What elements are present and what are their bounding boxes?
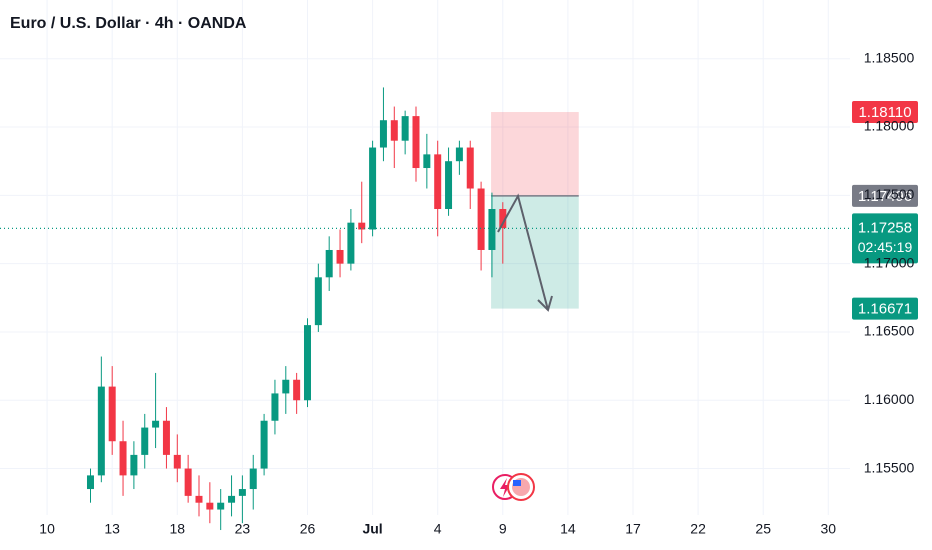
candle-body (358, 222, 366, 230)
candle-body (488, 209, 496, 250)
y-tick-label: 1.18000 (864, 118, 915, 134)
price-tags: 1.18110 1.17496 1.16671 1.17258 02:45:19 (852, 101, 918, 320)
x-tick-label: 10 (39, 521, 55, 537)
x-tick-label: 14 (560, 521, 576, 537)
candle-body (499, 209, 507, 229)
candle-body (195, 495, 203, 503)
candle-body (303, 325, 311, 401)
candle-body (314, 277, 322, 326)
candle-body (379, 120, 387, 148)
y-tick-label: 1.17000 (864, 254, 915, 270)
candle-body (271, 393, 279, 421)
candle-body (260, 420, 268, 469)
price-tag (852, 101, 918, 124)
candle-body (293, 379, 301, 401)
x-tick-label: 18 (170, 521, 186, 537)
candle-body (477, 188, 485, 250)
candle-body (390, 120, 398, 141)
x-tick-label: 26 (300, 521, 316, 537)
x-tick-label: 4 (434, 521, 442, 537)
x-tick-label: 17 (625, 521, 641, 537)
current-price-tag (852, 213, 918, 264)
countdown: 02:45:19 (858, 239, 913, 255)
icon (513, 480, 521, 486)
candle-body (325, 249, 333, 278)
candle-body (162, 420, 170, 455)
stop-zone (491, 112, 579, 196)
candle-body (119, 441, 127, 476)
candle-body (445, 161, 453, 210)
y-tick-label: 1.16500 (864, 323, 915, 339)
candle-body (412, 116, 420, 169)
icon (500, 478, 510, 497)
candle-body (173, 454, 181, 469)
candle-body (282, 379, 290, 394)
candle-body (130, 454, 138, 476)
x-tick-label: 9 (499, 521, 507, 537)
price-tag (852, 297, 918, 320)
y-tick-label: 1.17500 (864, 186, 915, 202)
candle-body (228, 495, 236, 503)
candle-body (369, 147, 377, 230)
candle-body (108, 386, 116, 442)
candle-body (97, 386, 105, 476)
event-icons[interactable] (492, 473, 535, 501)
candle-body (206, 502, 214, 510)
candle-body (336, 249, 344, 264)
x-tick-label: 23 (235, 521, 251, 537)
candle-body (152, 420, 160, 428)
candle-body (347, 222, 355, 264)
price-tag-label: 1.18110 (858, 104, 911, 121)
arrow-head (537, 295, 553, 312)
candle-body (184, 468, 192, 496)
grid (0, 0, 850, 515)
forecast-arrow[interactable] (497, 193, 549, 311)
x-tick-label: 30 (821, 521, 837, 537)
price-tag-label: 1.17496 (858, 188, 912, 205)
candle-body (434, 154, 442, 210)
candle-body (466, 147, 474, 189)
price-tag (852, 184, 918, 207)
chart-title: Euro / U.S. Dollar · 4h · OANDA (10, 15, 247, 32)
x-tick-label: Jul (362, 521, 382, 537)
price-tag-label: 1.16671 (858, 301, 912, 318)
current-price-label: 1.17258 (858, 219, 912, 236)
y-tick-label: 1.18500 (864, 49, 915, 65)
candle-body (141, 427, 149, 455)
x-tick-label: 13 (104, 521, 120, 537)
candle-body (238, 489, 246, 496)
candle-body (401, 116, 409, 141)
candle-body (423, 154, 431, 169)
candle-body (249, 468, 257, 490)
x-tick-label: 25 (755, 521, 771, 537)
candles (86, 87, 507, 531)
candle-body (455, 147, 463, 162)
candle-body (217, 502, 225, 510)
candle-body (86, 475, 94, 490)
x-tick-label: 22 (690, 521, 706, 537)
y-tick-label: 1.16000 (864, 391, 915, 407)
y-tick-label: 1.15500 (864, 459, 915, 475)
